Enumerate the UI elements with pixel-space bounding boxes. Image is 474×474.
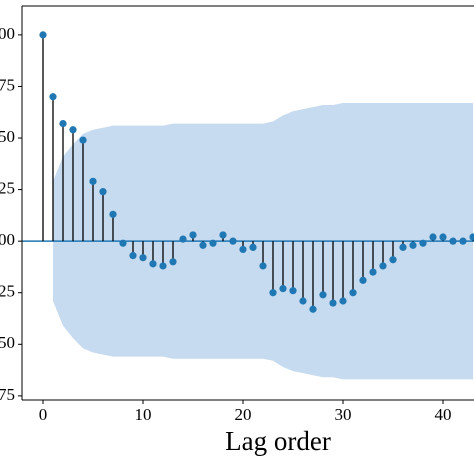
marker (289, 287, 297, 295)
marker (109, 210, 117, 218)
marker (39, 31, 47, 39)
marker (179, 235, 187, 243)
y-tick-label: 0.25 (0, 178, 15, 197)
y-tick-label: −0.50 (0, 333, 15, 352)
marker (339, 297, 347, 305)
marker (59, 119, 67, 128)
x-tick-label: 30 (335, 405, 352, 424)
marker (349, 289, 357, 297)
marker (79, 136, 87, 144)
marker (309, 305, 317, 313)
y-tick-label: 1.00 (0, 24, 15, 43)
marker (119, 239, 127, 247)
marker (399, 243, 407, 251)
marker (209, 239, 217, 247)
marker (249, 243, 257, 251)
marker (449, 237, 457, 245)
marker (369, 268, 377, 276)
marker (379, 262, 387, 270)
y-tick-label: 0.00 (0, 230, 15, 249)
marker (459, 237, 467, 245)
marker (159, 262, 167, 270)
marker (429, 233, 437, 241)
marker (199, 241, 207, 249)
marker (439, 233, 447, 241)
marker (139, 254, 147, 262)
marker (319, 291, 327, 299)
marker (49, 93, 57, 101)
marker (389, 256, 397, 264)
y-tick-label: −0.75 (0, 385, 15, 404)
marker (239, 245, 247, 254)
marker (89, 177, 97, 185)
x-tick-label: 0 (39, 405, 48, 424)
marker (149, 260, 157, 268)
marker (219, 231, 227, 239)
marker (99, 188, 107, 196)
marker (419, 239, 427, 247)
marker (189, 231, 197, 239)
marker (269, 289, 277, 297)
x-tick-label: 20 (235, 405, 252, 424)
marker (299, 297, 307, 305)
x-axis-label: Lag order (225, 426, 331, 456)
marker (279, 285, 287, 293)
y-tick-label: −0.25 (0, 282, 15, 301)
marker (409, 241, 417, 249)
marker (169, 258, 177, 266)
x-tick-label: 40 (435, 405, 452, 424)
marker (229, 237, 237, 245)
marker (69, 126, 77, 134)
marker (329, 299, 337, 307)
y-tick-label: 0.75 (0, 75, 15, 94)
marker (259, 262, 267, 270)
marker (359, 276, 367, 284)
x-tick-label: 10 (135, 405, 152, 424)
y-tick-label: 0.50 (0, 127, 15, 146)
marker (129, 252, 137, 260)
marker (469, 233, 474, 241)
